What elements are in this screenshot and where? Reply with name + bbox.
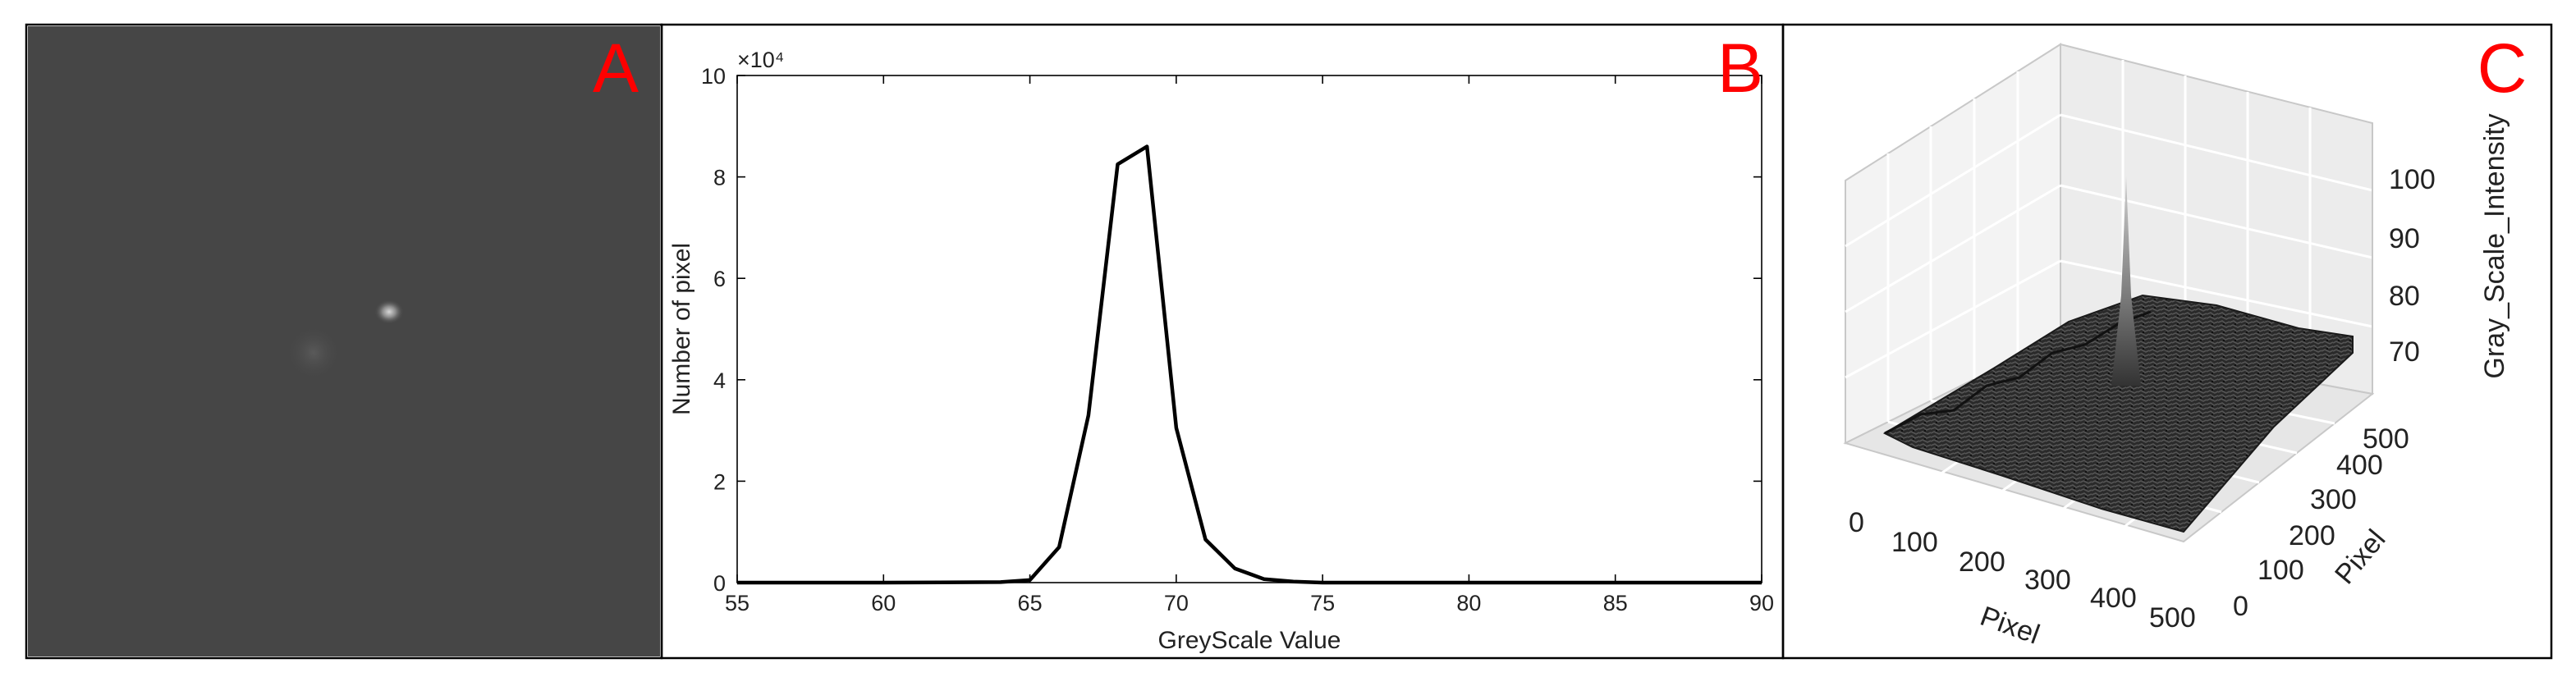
y-tick-label: 8 [713,166,726,190]
x-axis: 0 100 200 300 400 500 [1849,507,2196,633]
x-tick-label: 70 [1164,591,1189,615]
x-tick-300: 300 [2024,565,2071,596]
x-ticks: 55 60 65 70 75 80 85 90 [725,75,1774,615]
y-tick-500: 500 [2363,423,2409,455]
panel-letter-a: A [593,30,639,107]
bright-spot [374,300,404,324]
y-tick-100: 100 [2257,555,2304,586]
x-tick-label: 60 [871,591,896,615]
y-multiplier: ×10⁴ [737,48,784,72]
panel-c-frame [1781,23,2553,660]
z-tick-80: 80 [2389,281,2420,312]
y-tick-300: 300 [2310,484,2357,515]
z-tick-100: 100 [2389,164,2436,195]
x-axis-label: Pixel [1976,601,2043,651]
x-tick-200: 200 [1959,547,2005,578]
y-axis: 0 100 200 300 400 500 [2233,423,2409,622]
x-tick-100: 100 [1891,527,1938,558]
surface-ridge [1884,310,2152,435]
panel-b: 55 60 65 70 75 80 85 90 0 2 4 6 8 10 ×10⁴ GreyScale … [668,30,1774,654]
x-tick-0: 0 [1849,507,1864,538]
x-tick-label: 75 [1310,591,1335,615]
x-tick-label: 65 [1018,591,1043,615]
panel-c: 100 90 80 70 Gray_Scale_Intensity 0 100 … [1843,30,2528,651]
z-tick-70: 70 [2389,336,2420,368]
plot-area [736,75,1762,583]
x-tick-label: 55 [725,591,749,615]
y-axis-label: Number of pixel [668,243,695,415]
y-tick-0: 0 [2233,591,2248,622]
y-tick-label: 4 [713,368,726,393]
panel-letter-c: C [2477,30,2528,107]
y-tick-label: 2 [713,469,726,494]
x-tick-label: 90 [1749,591,1774,615]
y-tick-label: 6 [713,267,726,291]
y-axis-label: Pixel [2329,524,2391,590]
z-axis: 100 90 80 70 [2372,123,2436,394]
z-tick-90: 90 [2389,223,2420,254]
faint-halo [286,325,341,381]
histogram-line [737,144,1762,585]
panel-letter-b: B [1717,30,1763,107]
grayscale-image [28,26,660,656]
x-axis-label: GreyScale Value [1158,627,1341,654]
panel-a: A [28,26,660,656]
surface-base [1882,294,2354,533]
x-tick-400: 400 [2090,583,2137,614]
y-tick-label: 0 [713,571,726,596]
y-ticks: 0 2 4 6 8 10 [701,64,1762,596]
y-tick-200: 200 [2289,520,2335,551]
y-tick-400: 400 [2336,450,2383,481]
y-tick-label: 10 [701,64,726,89]
x-tick-500: 500 [2149,602,2196,633]
x-tick-label: 80 [1456,591,1481,615]
surface-peak [2111,176,2141,386]
x-tick-label: 85 [1603,591,1628,615]
z-axis-label: Gray_Scale_Intensity [2479,113,2510,378]
